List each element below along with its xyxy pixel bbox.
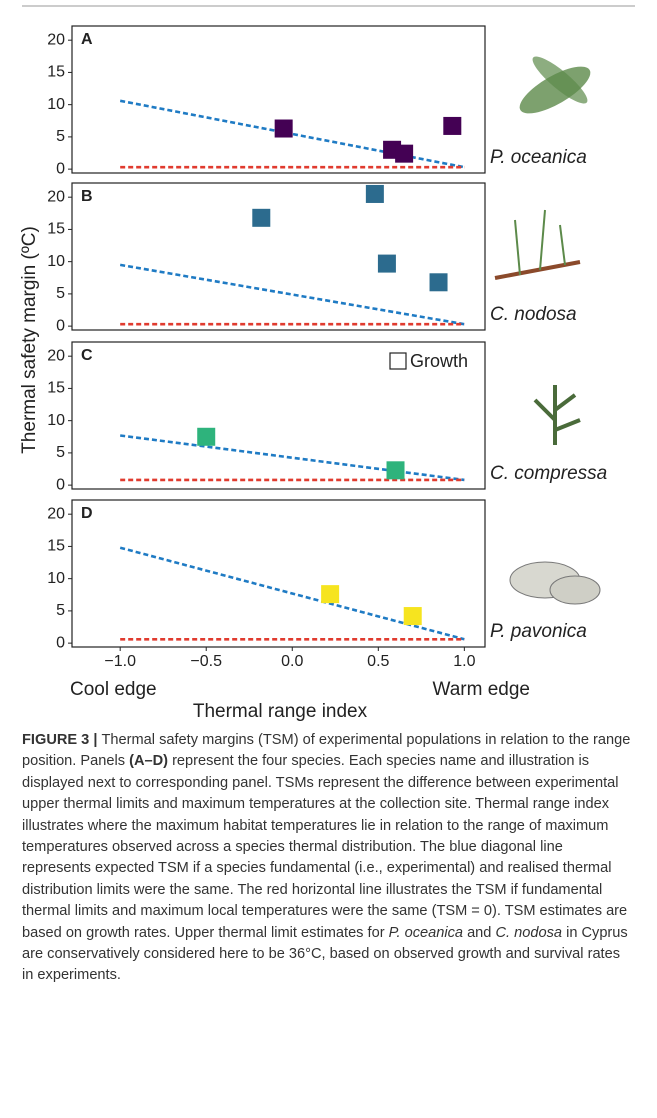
point (403, 607, 422, 626)
expected-line (119, 263, 465, 326)
x-axis-title: Thermal range index (193, 701, 368, 722)
y-tick-label: 5 (56, 285, 65, 302)
x-tick-label: −0.5 (190, 653, 222, 670)
caption: FIGURE 3 | Thermal safety margins (TSM) … (22, 730, 634, 987)
warm-edge-label: Warm edge (433, 679, 531, 700)
panel-label: D (81, 505, 93, 522)
caption-text: represent the four species. Each species… (22, 753, 628, 941)
point (274, 119, 293, 138)
y-tick-label: 20 (47, 505, 65, 522)
caption-text: FIGURE 3 | (22, 732, 102, 748)
legend-label: Growth (410, 351, 468, 371)
caption-text: in Cyprus are conservatively considered … (22, 924, 628, 984)
panel-frame (71, 341, 486, 490)
y-tick-label: 20 (47, 347, 65, 364)
y-tick-label: 15 (47, 538, 65, 555)
y-tick-label: 10 (47, 253, 65, 270)
y-axis-title: Thermal safety margin (ºC) (19, 226, 40, 454)
y-tick-label: 20 (47, 31, 65, 48)
species-name: C. nodosa (490, 304, 577, 325)
caption-text: P. oceanica (388, 924, 464, 941)
point (386, 461, 405, 480)
expected-line (120, 434, 465, 482)
y-tick-label: 0 (56, 476, 65, 493)
caption-text: (A–D) (129, 753, 169, 770)
panel-label: C (81, 347, 93, 364)
y-tick-label: 20 (47, 188, 65, 205)
panel-frame (71, 499, 486, 648)
species-name: P. pavonica (490, 621, 587, 642)
legend-swatch (389, 352, 407, 370)
panel-frame (71, 182, 486, 331)
panel-frame (71, 25, 486, 174)
point (443, 116, 462, 135)
illustration (494, 56, 601, 605)
x-tick-label: 1.0 (453, 653, 475, 670)
chart: Thermal safety margin (ºC) Thermal range… (19, 5, 635, 722)
point (365, 184, 384, 203)
y-tick-label: 0 (56, 160, 65, 177)
y-tick-label: 15 (47, 380, 65, 397)
y-tick-label: 5 (56, 444, 65, 461)
cool-edge-label: Cool edge (70, 679, 157, 700)
species-name: C. compressa (490, 463, 607, 484)
y-tick-label: 0 (56, 634, 65, 651)
caption-text: C. nodosa (495, 924, 563, 941)
panel-label: A (81, 31, 93, 48)
point (252, 208, 271, 227)
y-tick-label: 0 (56, 317, 65, 334)
point (377, 254, 396, 273)
point (321, 585, 340, 604)
y-tick-label: 10 (47, 96, 65, 113)
y-tick-label: 10 (47, 570, 65, 587)
species-name: P. oceanica (490, 147, 587, 168)
x-tick-label: 0.0 (281, 653, 303, 670)
point (197, 427, 216, 446)
caption-text: and (463, 924, 496, 941)
point (395, 144, 414, 163)
y-tick-label: 5 (56, 602, 65, 619)
y-tick-label: 15 (47, 221, 65, 238)
y-tick-label: 10 (47, 412, 65, 429)
caption-text: Thermal safety margins (TSM) of experime… (22, 732, 631, 770)
point (429, 273, 448, 292)
panel-label: B (81, 188, 93, 205)
x-tick-label: 0.5 (367, 653, 389, 670)
y-tick-label: 5 (56, 128, 65, 145)
expected-line (119, 546, 465, 641)
y-tick-label: 15 (47, 64, 65, 81)
x-tick-label: −1.0 (104, 653, 136, 670)
